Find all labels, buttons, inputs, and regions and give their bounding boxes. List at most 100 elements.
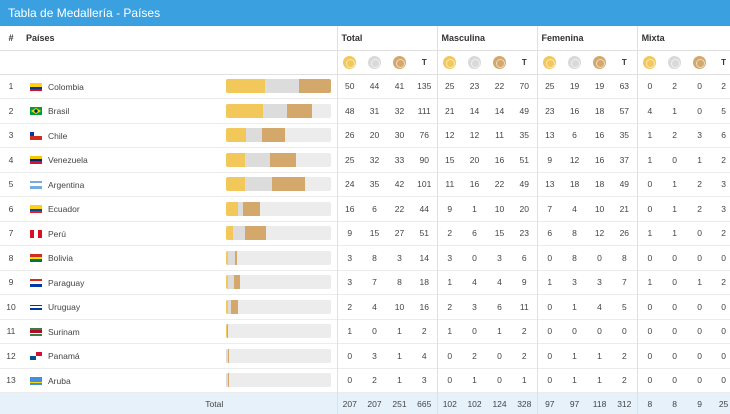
bar-segment-bronze <box>244 226 266 241</box>
fem-gold-header[interactable] <box>536 50 563 75</box>
total-t-value: 18 <box>419 277 429 288</box>
mix-gold-header[interactable] <box>636 50 663 75</box>
fem-bronze-value: 10 <box>594 203 605 214</box>
table-row[interactable]: 5 Argentina 24 35 42 101 11 16 22 49 13 18 18 49 0 1 2 3 <box>0 172 730 197</box>
bar-segment-gold <box>226 250 229 265</box>
mix-t-value: 0 <box>721 252 726 263</box>
medal-bar <box>226 103 331 118</box>
rank: 5 <box>8 179 14 190</box>
masc-silver-value: 0 <box>472 252 477 263</box>
bar-segment-silver <box>233 226 245 241</box>
masc-silver-header[interactable] <box>462 50 488 75</box>
mix-t-header[interactable]: T <box>712 50 730 75</box>
medal-bar <box>226 373 331 388</box>
masc-t-header[interactable]: T <box>512 50 538 75</box>
masc-gold-value: 11 <box>436 172 463 197</box>
country-cell[interactable]: Ecuador <box>22 197 220 222</box>
medal-table: # Países Total Masculina Femenina Mixta … <box>0 26 730 414</box>
table-row[interactable]: 13 Aruba 0 2 1 3 0 1 0 1 0 1 1 2 0 0 0 0 <box>0 368 730 393</box>
masc-bronze-header[interactable] <box>487 50 513 75</box>
country-cell[interactable]: Uruguay <box>22 295 220 320</box>
medal-bar-cell <box>220 295 337 320</box>
medal-bar <box>226 250 331 265</box>
masc-t-value: 2 <box>521 326 527 337</box>
country-cell[interactable]: Paraguay <box>22 270 220 295</box>
medal-bar-cell <box>220 221 337 246</box>
total-gold-value: 26 <box>336 123 362 148</box>
venezuela-flag-icon <box>30 156 42 165</box>
masc-gold-header[interactable] <box>436 50 463 75</box>
mix-silver-value: 0 <box>672 326 677 337</box>
fem-t-value: 63 <box>619 81 630 92</box>
total-bronze-value: 1 <box>397 326 402 337</box>
fem-t-value: 37 <box>619 154 630 165</box>
table-row[interactable]: 3 Chile 26 20 30 76 12 12 11 35 13 6 16 35 1 2 3 6 <box>0 123 730 148</box>
rank: 10 <box>6 301 16 312</box>
country-cell[interactable]: Chile <box>22 123 220 148</box>
masc-gold-value: 2 <box>436 221 463 246</box>
total-silver-value: 31 <box>369 105 380 116</box>
fem-bronze-value: 18 <box>594 105 605 116</box>
country-cell[interactable]: Brasil <box>22 99 220 124</box>
table-row[interactable]: 12 Panamá 0 3 1 4 0 2 0 2 0 1 1 2 0 0 0 0 <box>0 343 730 369</box>
bar-segment-bronze <box>227 373 229 388</box>
bar-segment-silver <box>238 201 244 216</box>
bar-segment-gold <box>226 275 229 290</box>
table-row[interactable]: 1 Colombia 50 44 41 135 25 23 22 70 25 19 19 63 0 2 0 2 <box>0 74 730 99</box>
masc-gold-value: 25 <box>436 74 463 99</box>
mix-gold-value: 0 <box>636 343 663 368</box>
fem-silver-header[interactable] <box>562 50 588 75</box>
table-row[interactable]: 4 Venezuela 25 32 33 90 15 20 16 51 9 12 16 37 1 0 1 2 <box>0 147 730 173</box>
total-bronze-value: 8 <box>397 277 402 288</box>
country-cell[interactable]: Argentina <box>22 172 220 197</box>
total-t-value: 90 <box>419 154 429 165</box>
total-t-header[interactable]: T <box>412 50 438 75</box>
fem-t-value: 5 <box>621 301 627 312</box>
total-silver-header[interactable] <box>362 50 387 75</box>
fem-bronze-header[interactable] <box>587 50 613 75</box>
bar-segment-silver <box>263 103 288 118</box>
group-header-mixta[interactable]: Mixta <box>636 26 730 51</box>
mix-bronze-header[interactable] <box>687 50 713 75</box>
mix-bronze-value: 0 <box>697 252 702 263</box>
country-cell[interactable]: Bolivia <box>22 246 220 271</box>
table-row[interactable]: 6 Ecuador 16 6 22 44 9 1 10 20 7 4 10 21 0 1 2 3 <box>0 196 730 222</box>
mix-silver-header[interactable] <box>662 50 688 75</box>
total-bronze-value: 42 <box>394 179 405 190</box>
table-row[interactable]: 2 Brasil 48 31 32 111 21 14 14 49 23 16 18 57 4 1 0 5 <box>0 98 730 124</box>
mix-bronze-value: 2 <box>697 179 702 190</box>
bronze-medal-icon <box>693 55 707 69</box>
fem-t-header[interactable]: T <box>612 50 638 75</box>
table-row[interactable]: 10 Uruguay 2 4 10 16 2 3 6 11 0 1 4 5 0 0 0 0 <box>0 294 730 320</box>
brasil-flag-icon <box>30 107 42 116</box>
country-cell[interactable]: Venezuela <box>22 148 220 173</box>
gold-medal-icon <box>343 55 357 69</box>
mix-gold-value: 1 <box>636 147 663 172</box>
t-label: T <box>721 58 727 67</box>
group-header-femenina[interactable]: Femenina <box>536 26 638 51</box>
country-cell[interactable]: Colombia <box>22 74 220 99</box>
country-cell[interactable]: Aruba <box>22 368 220 393</box>
group-header-total[interactable]: Total <box>336 26 438 51</box>
bar-segment-gold <box>226 103 264 118</box>
table-row[interactable]: 9 Paraguay 3 7 8 18 1 4 4 9 1 3 3 7 1 0 1 2 <box>0 270 730 295</box>
table-row[interactable]: 8 Bolivia 3 8 3 14 3 0 3 6 0 8 0 8 0 0 0 0 <box>0 245 730 271</box>
table-row[interactable]: 7 Perú 9 15 27 51 2 6 15 23 6 8 12 26 1 1 0 2 <box>0 221 730 246</box>
total-bronze-header[interactable] <box>387 50 412 75</box>
masc-t-value: 11 <box>519 301 529 312</box>
country-cell[interactable]: Panamá <box>22 344 220 369</box>
country-cell[interactable]: Perú <box>22 221 220 246</box>
masc-bronze-value: 10 <box>494 203 505 214</box>
mix-bronze-value: 0 <box>697 81 702 92</box>
country-cell[interactable]: Surinam <box>22 319 220 344</box>
total-gold-header[interactable] <box>336 50 362 75</box>
medal-bar-cell <box>220 123 337 148</box>
table-row[interactable]: 11 Surinam 1 0 1 2 1 0 1 2 0 0 0 0 0 0 0 0 <box>0 319 730 344</box>
mix-t-value: 6 <box>721 130 726 141</box>
mix-bronze-value: 0 <box>697 326 702 337</box>
masc-silver-value: 0 <box>472 326 477 337</box>
mix-gold-value: 0 <box>636 74 663 99</box>
totals-total-gold: 207 <box>336 392 362 414</box>
fem-t-value: 2 <box>621 350 627 361</box>
group-header-masculina[interactable]: Masculina <box>436 26 538 51</box>
